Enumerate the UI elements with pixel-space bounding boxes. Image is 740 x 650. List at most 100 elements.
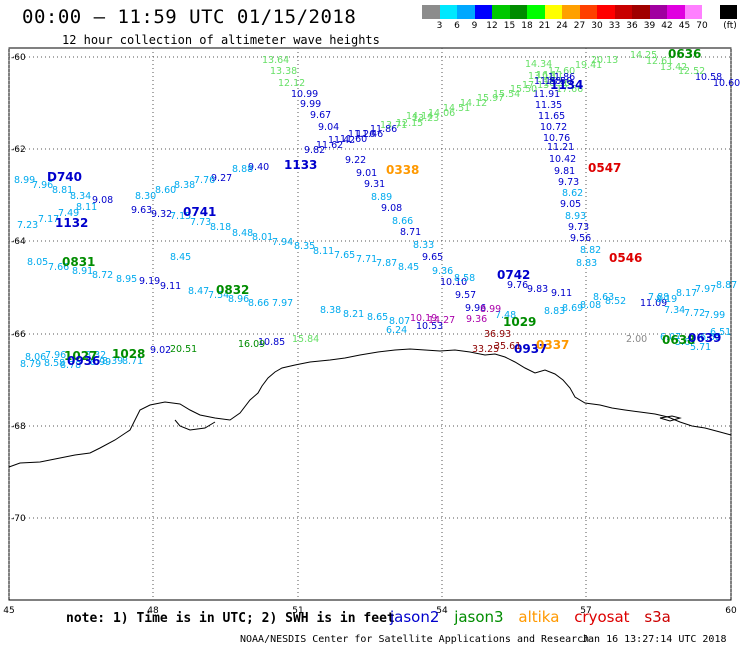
wave-height-value: 15.97: [477, 93, 504, 104]
wave-height-value: 8.33: [413, 240, 434, 251]
track-time-label: 0742: [497, 268, 530, 282]
wave-height-value: 8.11: [313, 246, 334, 257]
wave-height-value: 6.51: [710, 327, 731, 338]
wave-height-value: 20.13: [591, 55, 618, 66]
wave-height-value: 8.83: [544, 306, 565, 317]
legend-swatch: [702, 5, 720, 19]
legend-tick-label: 6: [454, 21, 460, 31]
legend-swatch: [614, 5, 632, 19]
legend-tick-label: 70: [696, 21, 708, 31]
track-time-label: 0832: [216, 283, 249, 297]
wave-height-value: 7.34: [664, 305, 685, 316]
wave-height-value: 9.19: [139, 276, 160, 287]
track-time-label: 0638: [662, 333, 695, 347]
legend-tick-label: 3: [436, 21, 443, 31]
legend-swatch: [684, 5, 702, 19]
wave-height-value: 13.42: [660, 62, 687, 73]
wave-height-value: 7.97: [695, 284, 716, 295]
wave-height-value: 9.76: [507, 280, 528, 291]
legend-swatch: [649, 5, 667, 19]
wave-height-value: 9.96: [465, 303, 486, 314]
track-time-label: 1133: [284, 158, 317, 172]
wave-height-value: 9.63: [131, 205, 152, 216]
legend-tick-label: 18: [521, 21, 533, 31]
legend-tick-label: 33: [608, 21, 621, 31]
wave-height-value: 15.50: [510, 84, 537, 95]
wave-height-value: 8.89: [371, 192, 392, 203]
wave-height-value: 2.00: [626, 334, 647, 345]
wave-height-value: 8.83: [576, 258, 597, 269]
wave-height-value: 11.42: [328, 135, 355, 146]
wave-height-value: 12.61: [646, 56, 673, 67]
legend-tick-label: 39: [643, 21, 656, 31]
wave-height-value: 17.60: [548, 66, 575, 77]
wave-height-value: 16.09: [238, 339, 265, 350]
wave-height-value: 6.24: [386, 325, 407, 336]
track-time-label: 0741: [183, 205, 216, 219]
wave-height-value: 9.81: [554, 166, 575, 177]
wave-height-value: 14.06: [428, 108, 455, 119]
wave-height-value: 8.05: [27, 257, 48, 268]
wave-height-value: 8.17: [676, 288, 697, 299]
wave-height-value: 7.72: [684, 308, 705, 319]
track-time-label: 0831: [62, 255, 95, 269]
legend-tick-label: 21: [538, 21, 551, 31]
wave-height-value: 8.88: [232, 164, 253, 175]
wave-height-value: 8.45: [170, 252, 191, 263]
credit-line: NOAA/NESDIS Center for Satellite Applica…: [240, 634, 590, 645]
legend-tick-label: 30: [591, 21, 603, 31]
latitude-label: -68: [11, 422, 26, 432]
wave-height-value: 10.99: [291, 89, 318, 100]
wave-height-value: 10.10: [440, 277, 467, 288]
wave-height-value: 16.11: [536, 70, 563, 81]
wave-height-value: 8.06: [25, 352, 46, 363]
latitude-label: -64: [11, 237, 26, 247]
wave-height-value: 8.93: [565, 211, 586, 222]
wave-height-value: 9.36: [466, 314, 487, 325]
wave-height-value: 9.08: [381, 203, 402, 214]
legend-swatch: [544, 5, 562, 19]
wave-height-value: 7.87: [376, 258, 397, 269]
wave-height-value: 8.60: [155, 185, 176, 196]
wave-height-value: 13.64: [262, 55, 289, 66]
legend-swatch: [422, 5, 440, 19]
latitude-label: -60: [11, 53, 26, 63]
wave-height-value: 33.25: [472, 344, 499, 355]
longitude-label: 51: [292, 606, 303, 616]
wave-height-value: 13.38: [270, 66, 297, 77]
wave-height-value: 8.21: [343, 309, 364, 320]
wave-height-value: 8.62: [562, 188, 583, 199]
track-time-label: 1132: [55, 216, 88, 230]
color-scale-legend: [422, 5, 737, 19]
wave-height-value: 7.96: [45, 350, 66, 361]
latitude-label: -70: [11, 514, 26, 524]
longitude-label: 45: [3, 606, 14, 616]
wave-height-value: 11.91: [533, 89, 560, 100]
wave-height-value: 11.35: [535, 100, 562, 111]
legend-swatch: [579, 5, 597, 19]
wave-height-value: 17.66: [556, 84, 583, 95]
wave-height-value: 8.39: [102, 356, 123, 367]
wave-height-value: 8.19: [656, 294, 677, 305]
wave-height-value: 13.23: [412, 113, 439, 124]
wave-height-value: 9.08: [92, 195, 113, 206]
wave-height-value: 16.36: [543, 78, 570, 89]
wave-height-value: 8.11: [76, 202, 97, 213]
wave-height-value: 9.40: [248, 162, 269, 173]
wave-height-value: 7.15: [170, 211, 191, 222]
legend-tick-label: 24: [556, 21, 568, 31]
legend-tick-label: 42: [661, 21, 673, 31]
map-title: 00:00 – 11:59 UTC 01/15/2018: [22, 6, 357, 28]
legend-tick-label: 12: [486, 21, 498, 31]
wave-height-value: 5.6: [675, 337, 690, 348]
wave-height-value: 7.71: [356, 254, 377, 265]
wave-height-value: 8.71: [400, 227, 421, 238]
wave-height-value: 11.46: [356, 129, 383, 140]
legend-tick-label: 15: [503, 21, 516, 31]
longitude-label: 57: [580, 606, 591, 616]
legend-tick-label: 45: [678, 21, 691, 31]
wave-height-value: 14.34: [525, 59, 552, 70]
longitude-label: 54: [436, 606, 448, 616]
wave-height-readings: 10.999.999.679.04 9.22 9.019.31 9.08 8.71 9.6…: [14, 47, 740, 371]
satellite-legend: jason2 jason3 altika cryosat s3a: [390, 608, 681, 626]
